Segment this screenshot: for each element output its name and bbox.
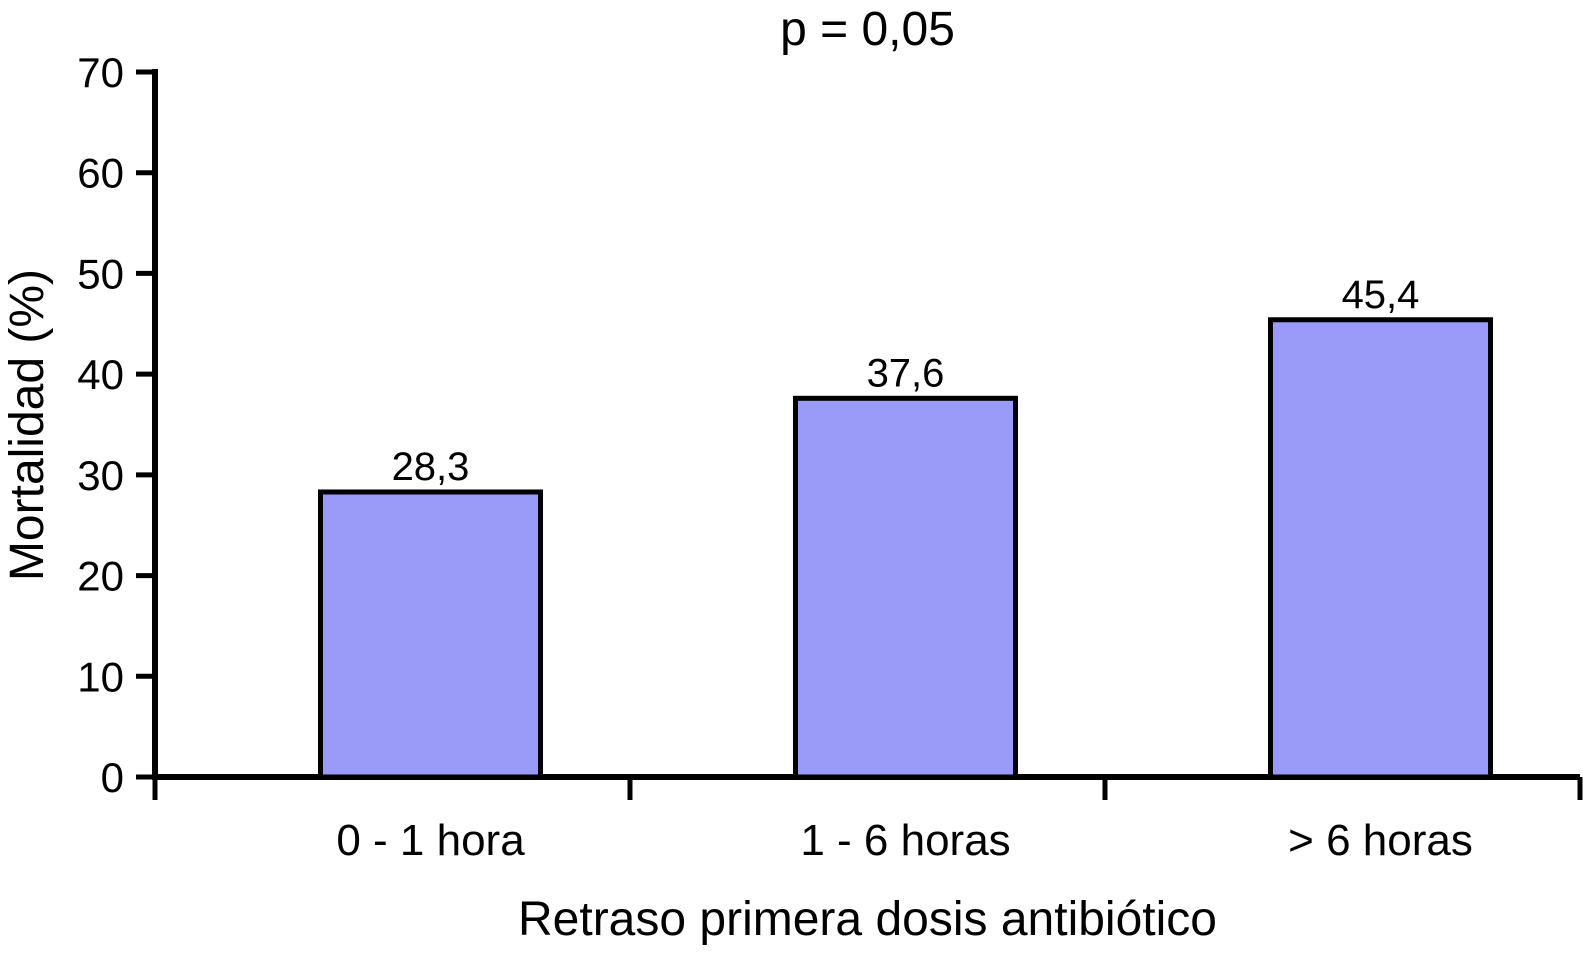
y-tick-label: 70 <box>77 49 124 96</box>
bar <box>1268 317 1493 780</box>
chart-title: p = 0,05 <box>780 3 955 56</box>
bar <box>793 395 1018 780</box>
bar <box>318 489 543 780</box>
x-axis-label: Retraso primera dosis antibiótico <box>518 893 1217 946</box>
y-tick-label: 50 <box>77 250 124 297</box>
x-category-label: > 6 horas <box>1288 816 1473 865</box>
bar-value-label: 37,6 <box>867 351 945 395</box>
bar-value-label: 45,4 <box>1342 273 1420 317</box>
x-category-label: 1 - 6 horas <box>800 816 1010 865</box>
bar-value-label: 28,3 <box>392 445 470 489</box>
y-tick-label: 0 <box>101 754 124 801</box>
y-tick-label: 20 <box>77 553 124 600</box>
y-tick-label: 30 <box>77 452 124 499</box>
x-category-label: 0 - 1 hora <box>336 816 525 865</box>
y-tick-label: 60 <box>77 150 124 197</box>
y-tick-label: 10 <box>77 653 124 700</box>
y-tick-label: 40 <box>77 351 124 398</box>
